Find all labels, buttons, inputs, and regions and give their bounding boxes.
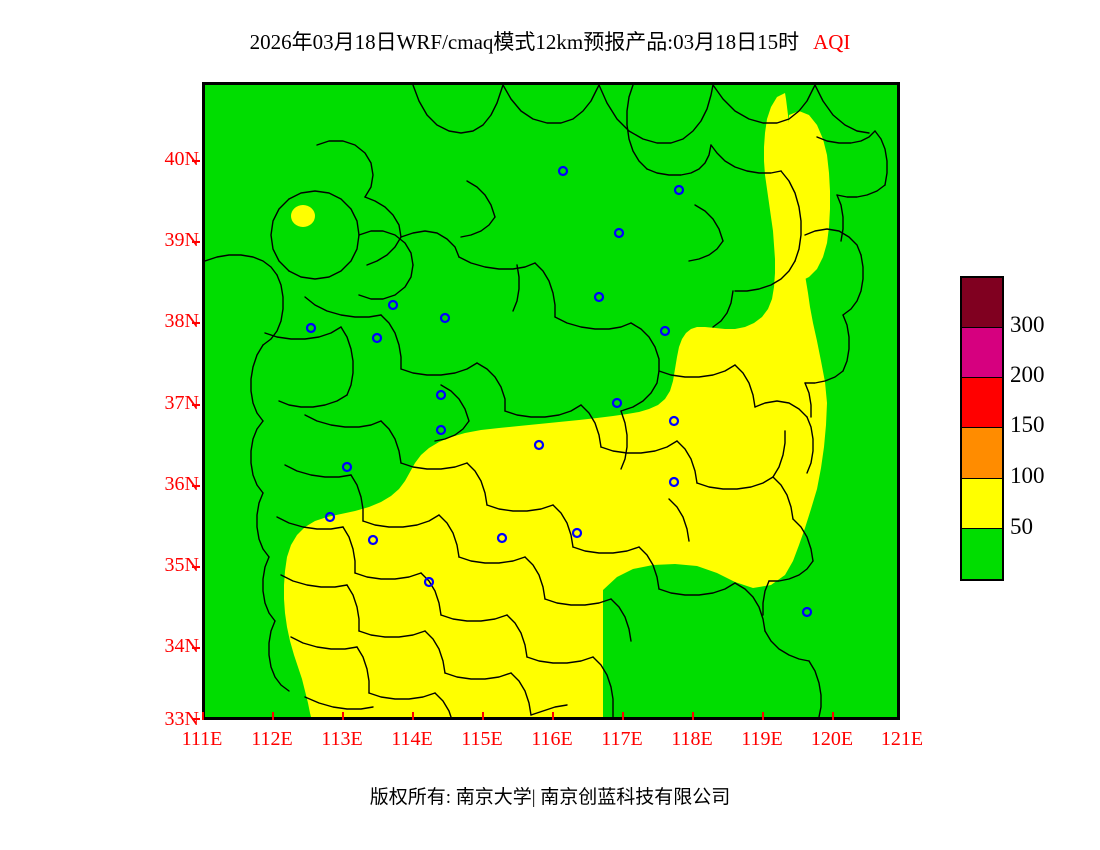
station-marker [387,299,399,311]
station-marker [668,415,680,427]
x-axis-tick-116e [552,712,554,720]
x-axis-label-111e: 111E [181,728,223,750]
aqi-band-yellow-southeast [284,93,827,717]
y-axis-tick-35n [192,566,200,568]
y-axis-label-38n: 38N [164,310,199,332]
map-plot-frame [202,82,900,720]
y-axis-tick-39n [192,241,200,243]
station-marker [435,424,447,436]
page-title: 2026年03月18日WRF/cmaq模式12km预报产品:03月18日15时 A… [0,26,1100,56]
x-axis-label-119e: 119E [741,728,783,750]
aqi-map-canvas [205,85,897,717]
aqi-colorbar [960,276,1004,581]
station-marker [571,527,583,539]
colorbar-label-200: 200 [1010,362,1045,387]
y-axis-label-39n: 39N [164,229,199,251]
y-axis-tick-33n [192,718,200,720]
y-axis-tick-37n [192,404,200,406]
title-parameter-label: AQI [813,30,851,54]
colorbar-band-0-50 [962,528,1002,579]
colorbar-label-300: 300 [1010,312,1045,337]
y-axis-tick-36n [192,485,200,487]
y-axis-label-34n: 34N [164,635,199,657]
x-axis-tick-118e [692,712,694,720]
station-marker [611,397,623,409]
x-axis-tick-114e [412,712,414,720]
y-axis-label-35n: 35N [164,554,199,576]
copyright-footer: 版权所有: 南京大学| 南京创蓝科技有限公司 [369,787,731,808]
station-marker [367,534,379,546]
station-marker [435,389,447,401]
station-marker [613,227,625,239]
y-axis-label-40n: 40N [164,148,199,170]
x-axis-label-112e: 112E [251,728,293,750]
x-axis-label-113e: 113E [321,728,363,750]
colorbar-band-300plus [962,278,1002,329]
station-marker [673,184,685,196]
station-marker [439,312,451,324]
station-marker [668,476,680,488]
station-marker [557,165,569,177]
colorbar-band-50-100 [962,478,1002,529]
x-axis-label-120e: 120E [810,728,854,750]
colorbar-label-50: 50 [1010,514,1033,539]
station-marker [341,461,353,473]
x-axis-tick-119e [762,712,764,720]
station-marker [659,325,671,337]
aqi-band-yellow-coastal [788,111,830,281]
x-axis-label-117e: 117E [601,728,643,750]
y-axis-tick-38n [192,322,200,324]
x-axis-tick-115e [482,712,484,720]
colorbar-band-200-300 [962,328,1002,379]
y-axis-label-33n: 33N [164,708,199,730]
x-axis-tick-117e [622,712,624,720]
x-axis-tick-120e [832,712,834,720]
x-axis-tick-113e [342,712,344,720]
colorbar-band-150-200 [962,378,1002,429]
colorbar-label-150: 150 [1010,412,1045,437]
x-axis-label-114e: 114E [391,728,433,750]
y-axis-tick-40n [192,160,200,162]
x-axis-tick-111e [202,712,204,720]
x-axis-label-118e: 118E [671,728,713,750]
admin-boundaries [205,85,888,717]
station-marker [496,532,508,544]
aqi-patch-yellow-north [291,205,315,227]
station-marker [423,576,435,588]
station-marker [533,439,545,451]
y-axis-label-37n: 37N [164,392,199,414]
station-marker [371,332,383,344]
station-markers [305,165,813,618]
colorbar-label-100: 100 [1010,463,1045,488]
station-marker [593,291,605,303]
y-axis-tick-34n [192,647,200,649]
station-marker [324,511,336,523]
y-axis-label-36n: 36N [164,473,199,495]
x-axis-label-121e: 121E [880,728,924,750]
x-axis-tick-112e [272,712,274,720]
colorbar-band-100-150 [962,428,1002,479]
x-axis-label-115e: 115E [461,728,503,750]
station-marker [801,606,813,618]
x-axis-label-116e: 116E [531,728,573,750]
station-marker [305,322,317,334]
title-main-text: 2026年03月18日WRF/cmaq模式12km预报产品:03月18日15时 [249,30,800,54]
